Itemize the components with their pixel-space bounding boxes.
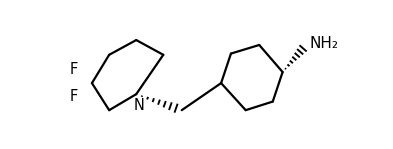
Text: NH₂: NH₂ <box>310 36 339 51</box>
Text: F: F <box>70 89 77 104</box>
Text: N: N <box>134 98 145 113</box>
Text: F: F <box>70 62 77 77</box>
